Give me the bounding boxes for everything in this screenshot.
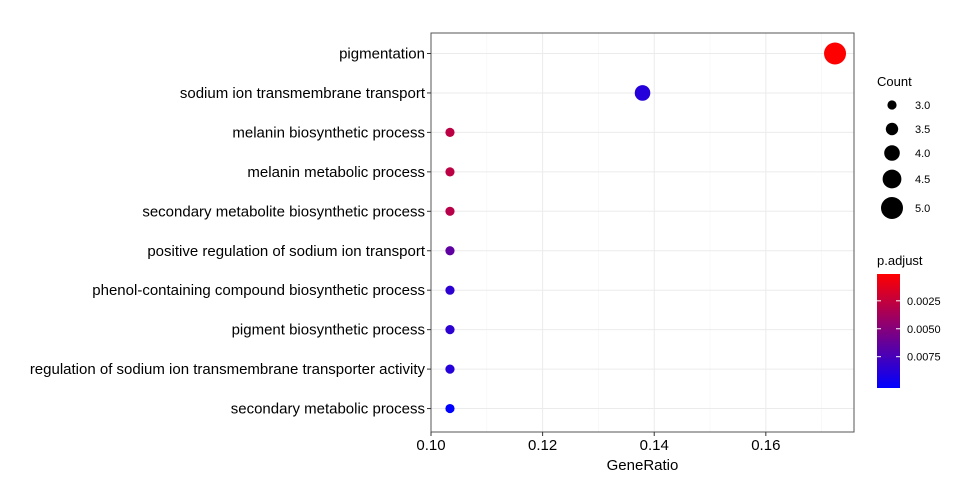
y-tick-label: melanin metabolic process: [247, 164, 425, 181]
count-legend-key: [884, 145, 900, 161]
x-tick-label: 0.10: [416, 437, 445, 454]
count-legend-label: 5.0: [915, 203, 930, 215]
y-tick-label: positive regulation of sodium ion transp…: [147, 243, 425, 260]
x-tick-label: 0.16: [751, 437, 780, 454]
p-adjust-legend-title: p.adjust: [877, 253, 923, 268]
count-legend-key: [882, 169, 902, 189]
data-point: [445, 285, 455, 295]
data-point: [445, 325, 455, 335]
data-point: [445, 403, 455, 414]
y-axis: pigmentation sodium ion transmembrane tra…: [30, 46, 431, 418]
data-points: [445, 42, 847, 414]
y-tick-label: secondary metabolite biosynthetic proces…: [142, 203, 425, 220]
x-axis: 0.10 0.12 0.14 0.16: [416, 432, 780, 454]
data-point: [634, 85, 651, 101]
grid-lines: [430, 33, 854, 432]
y-tick-label: regulation of sodium ion transmembrane t…: [30, 361, 426, 378]
y-tick-label: pigment biosynthetic process: [232, 322, 425, 339]
data-point: [445, 246, 455, 256]
p-adjust-legend: p.adjust 0.0025 0.0050 0.0075: [877, 253, 941, 388]
data-point: [824, 42, 847, 65]
y-tick-label: pigmentation: [339, 46, 425, 63]
colorbar-label: 0.0025: [907, 296, 941, 308]
count-legend-label: 3.0: [915, 100, 930, 112]
colorbar-label: 0.0075: [907, 352, 941, 364]
data-point: [445, 206, 455, 216]
count-legend-key: [885, 122, 899, 136]
x-tick-label: 0.12: [528, 437, 557, 454]
count-legend-title: Count: [877, 74, 912, 89]
y-tick-label: secondary metabolic process: [231, 401, 425, 418]
data-point: [445, 167, 455, 177]
count-legend-label: 4.5: [915, 174, 930, 186]
x-tick-label: 0.14: [640, 437, 669, 454]
plot-panel-border: [430, 32, 855, 433]
count-legend-label: 4.0: [915, 148, 930, 160]
data-point: [445, 364, 455, 374]
p-adjust-colorbar: [877, 274, 900, 388]
count-legend-key: [887, 100, 897, 110]
count-legend-key: [881, 197, 903, 219]
y-tick-label: melanin biosynthetic process: [232, 124, 425, 141]
count-legend-label: 3.5: [915, 124, 930, 136]
y-tick-label: sodium ion transmembrane transport: [180, 85, 426, 102]
colorbar-label: 0.0050: [907, 324, 941, 336]
count-legend: Count 3.0 3.5 4.0 4.5 5.0: [877, 74, 930, 219]
data-point: [445, 127, 455, 137]
x-axis-title: GeneRatio: [607, 457, 679, 474]
y-tick-label: phenol-containing compound biosynthetic …: [92, 282, 425, 299]
